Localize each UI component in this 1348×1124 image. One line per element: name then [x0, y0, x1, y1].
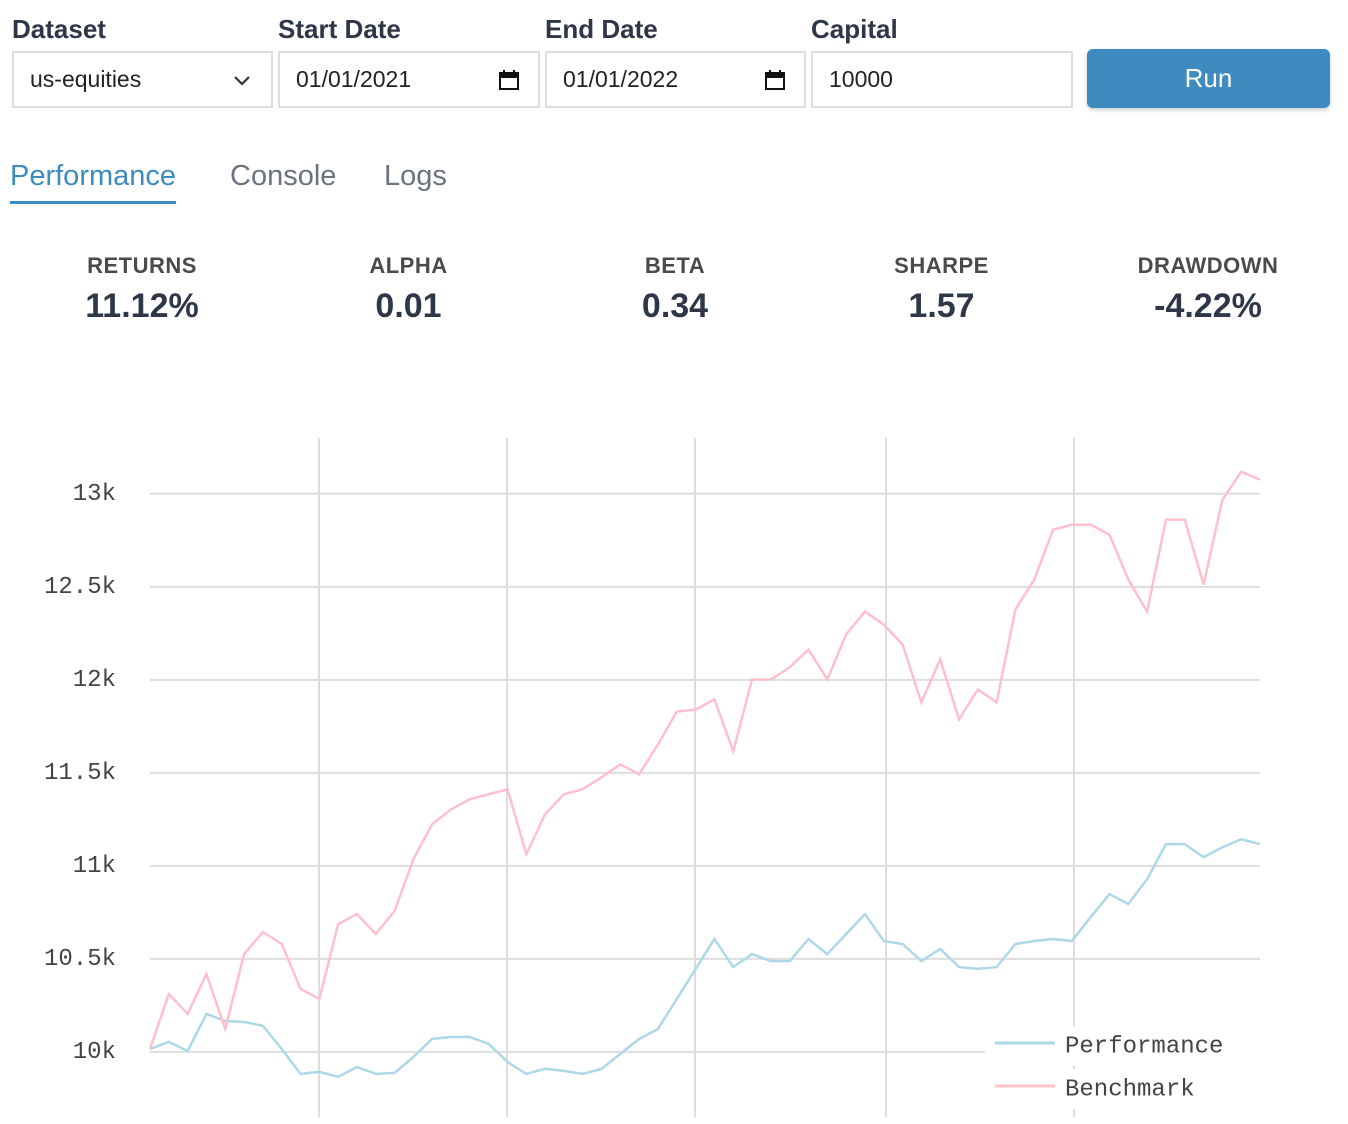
field-label: Dataset [12, 14, 106, 44]
stat-label: DRAWDOWN [1137, 253, 1279, 278]
start-date-input[interactable]: 01/01/2021 [278, 51, 540, 108]
tab[interactable]: Console [230, 160, 337, 192]
field-value: us-equities [30, 66, 142, 92]
field-label: Start Date [278, 14, 401, 44]
series-line [148, 470, 1261, 1050]
stat-label: RETURNS [87, 253, 197, 278]
stat-value: -4.22% [1154, 287, 1262, 325]
calendar-icon[interactable] [764, 69, 786, 91]
series-line [149, 837, 1261, 1079]
tab[interactable]: Performance [10, 160, 177, 204]
stat-label: ALPHA [369, 253, 448, 278]
tab[interactable]: Logs [384, 160, 447, 192]
field-value: 10000 [829, 66, 893, 92]
end-date-input[interactable]: 01/01/2022 [545, 51, 806, 108]
field-value: 01/01/2021 [296, 66, 412, 92]
field-value: 01/01/2022 [563, 66, 679, 92]
field-label: Capital [811, 14, 898, 44]
y-tick-label: 12.5k [44, 574, 116, 601]
y-tick-label: 13k [73, 481, 116, 508]
stat-label: BETA [644, 253, 706, 278]
stat-label: SHARPE [894, 253, 989, 278]
legend-label: Benchmark [1065, 1076, 1195, 1103]
stat-value: 1.57 [908, 287, 975, 325]
legend-background [985, 1069, 1260, 1109]
chevron-icon [234, 76, 250, 86]
stat-value: 0.01 [375, 287, 442, 325]
stat-value: 0.34 [641, 287, 709, 325]
y-tick-label: 11.5k [44, 760, 116, 787]
y-tick-label: 10.5k [44, 946, 116, 973]
y-tick-label: 12k [73, 667, 116, 694]
run-button[interactable]: Run [1087, 49, 1330, 108]
legend-label: Performance [1065, 1033, 1223, 1060]
field-label: End Date [545, 14, 658, 44]
y-tick-label: 10k [73, 1039, 116, 1066]
legend-background [985, 1026, 1260, 1066]
y-tick-label: 11k [73, 853, 116, 880]
dataset-select[interactable]: us-equities [12, 51, 273, 108]
stat-value: 11.12% [85, 287, 199, 325]
calendar-icon[interactable] [498, 69, 520, 91]
capital-input[interactable]: 10000 [811, 51, 1073, 108]
